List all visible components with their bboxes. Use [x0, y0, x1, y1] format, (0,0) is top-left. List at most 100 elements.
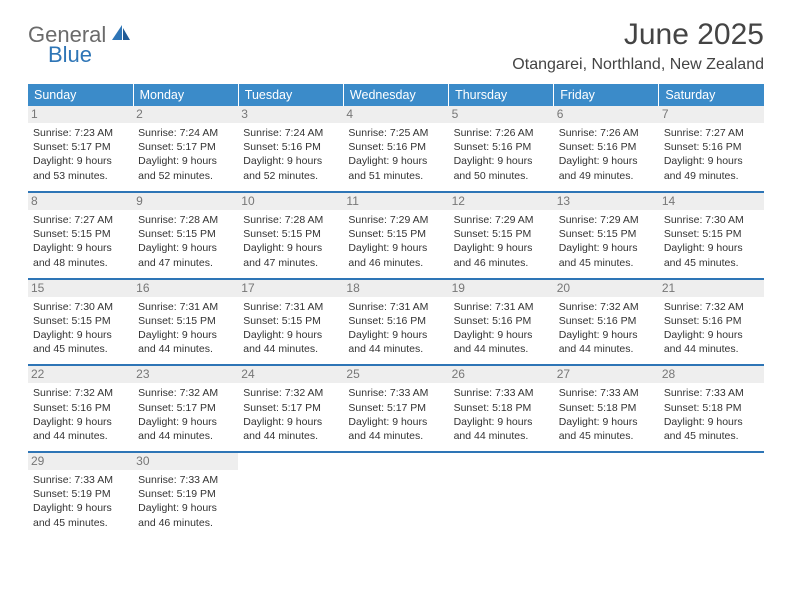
calendar-day-cell [238, 452, 343, 538]
sunrise-text: Sunrise: 7:32 AM [664, 300, 759, 314]
daylight-text: Daylight: 9 hours [559, 415, 654, 429]
sunrise-text: Sunrise: 7:29 AM [559, 213, 654, 227]
daylight-text: and 44 minutes. [454, 342, 549, 356]
daylight-text: and 46 minutes. [138, 516, 233, 530]
calendar-day-cell: 20Sunrise: 7:32 AMSunset: 5:16 PMDayligh… [554, 279, 659, 366]
sunrise-text: Sunrise: 7:33 AM [559, 386, 654, 400]
daylight-text: and 49 minutes. [664, 169, 759, 183]
sunset-text: Sunset: 5:19 PM [138, 487, 233, 501]
daylight-text: Daylight: 9 hours [243, 328, 338, 342]
sunrise-text: Sunrise: 7:32 AM [559, 300, 654, 314]
day-number: 25 [343, 366, 448, 383]
day-number: 6 [554, 106, 659, 123]
daylight-text: Daylight: 9 hours [454, 241, 549, 255]
day-number: 23 [133, 366, 238, 383]
calendar-day-cell: 10Sunrise: 7:28 AMSunset: 5:15 PMDayligh… [238, 192, 343, 279]
daylight-text: and 44 minutes. [348, 429, 443, 443]
day-number: 5 [449, 106, 554, 123]
sunrise-text: Sunrise: 7:33 AM [33, 473, 128, 487]
brand-word-2: Blue [28, 42, 92, 67]
daylight-text: and 44 minutes. [33, 429, 128, 443]
title-block: June 2025 Otangarei, Northland, New Zeal… [512, 18, 764, 74]
calendar-week-row: 8Sunrise: 7:27 AMSunset: 5:15 PMDaylight… [28, 192, 764, 279]
day-number: 9 [133, 193, 238, 210]
calendar-day-cell: 7Sunrise: 7:27 AMSunset: 5:16 PMDaylight… [659, 106, 764, 192]
daylight-text: and 50 minutes. [454, 169, 549, 183]
sunrise-text: Sunrise: 7:27 AM [664, 126, 759, 140]
daylight-text: and 44 minutes. [454, 429, 549, 443]
day-number: 3 [238, 106, 343, 123]
daylight-text: Daylight: 9 hours [138, 415, 233, 429]
daylight-text: and 44 minutes. [348, 342, 443, 356]
sunset-text: Sunset: 5:18 PM [454, 401, 549, 415]
daylight-text: and 53 minutes. [33, 169, 128, 183]
calendar-day-cell: 15Sunrise: 7:30 AMSunset: 5:15 PMDayligh… [28, 279, 133, 366]
sunrise-text: Sunrise: 7:33 AM [454, 386, 549, 400]
calendar-day-cell: 30Sunrise: 7:33 AMSunset: 5:19 PMDayligh… [133, 452, 238, 538]
calendar-day-cell: 13Sunrise: 7:29 AMSunset: 5:15 PMDayligh… [554, 192, 659, 279]
calendar-day-cell: 4Sunrise: 7:25 AMSunset: 5:16 PMDaylight… [343, 106, 448, 192]
calendar-day-cell [449, 452, 554, 538]
sunset-text: Sunset: 5:16 PM [559, 140, 654, 154]
sunset-text: Sunset: 5:15 PM [138, 227, 233, 241]
daylight-text: Daylight: 9 hours [348, 241, 443, 255]
day-number: 21 [659, 280, 764, 297]
daylight-text: Daylight: 9 hours [33, 501, 128, 515]
daylight-text: Daylight: 9 hours [243, 415, 338, 429]
weekday-header-row: Sunday Monday Tuesday Wednesday Thursday… [28, 84, 764, 106]
calendar-day-cell: 29Sunrise: 7:33 AMSunset: 5:19 PMDayligh… [28, 452, 133, 538]
daylight-text: Daylight: 9 hours [348, 415, 443, 429]
calendar-day-cell: 25 Sunrise: 7:33 AMSunset: 5:17 PMDayligh… [343, 365, 448, 452]
day-number: 11 [343, 193, 448, 210]
sunset-text: Sunset: 5:17 PM [348, 401, 443, 415]
day-number: 28 [659, 366, 764, 383]
daylight-text: Daylight: 9 hours [664, 241, 759, 255]
sunset-text: Sunset: 5:15 PM [454, 227, 549, 241]
calendar-day-cell: 2Sunrise: 7:24 AMSunset: 5:17 PMDaylight… [133, 106, 238, 192]
sunrise-text: Sunrise: 7:26 AM [559, 126, 654, 140]
day-number: 20 [554, 280, 659, 297]
calendar-day-cell: 9Sunrise: 7:28 AMSunset: 5:15 PMDaylight… [133, 192, 238, 279]
sunrise-text: Sunrise: 7:24 AM [243, 126, 338, 140]
sunrise-text: Sunrise: 7:31 AM [454, 300, 549, 314]
sunrise-text: Sunrise: 7:31 AM [138, 300, 233, 314]
calendar-day-cell: 6Sunrise: 7:26 AMSunset: 5:16 PMDaylight… [554, 106, 659, 192]
day-number: 14 [659, 193, 764, 210]
day-number: 17 [238, 280, 343, 297]
calendar-week-row: 15Sunrise: 7:30 AMSunset: 5:15 PMDayligh… [28, 279, 764, 366]
day-number: 26 [449, 366, 554, 383]
sunset-text: Sunset: 5:15 PM [348, 227, 443, 241]
daylight-text: Daylight: 9 hours [454, 154, 549, 168]
daylight-text: and 45 minutes. [664, 429, 759, 443]
calendar-day-cell: 17Sunrise: 7:31 AMSunset: 5:15 PMDayligh… [238, 279, 343, 366]
daylight-text: Daylight: 9 hours [33, 415, 128, 429]
sunrise-text: Sunrise: 7:24 AM [138, 126, 233, 140]
daylight-text: Daylight: 9 hours [243, 154, 338, 168]
calendar-day-cell: 27Sunrise: 7:33 AMSunset: 5:18 PMDayligh… [554, 365, 659, 452]
sunrise-text: Sunrise: 7:32 AM [138, 386, 233, 400]
daylight-text: Daylight: 9 hours [664, 415, 759, 429]
sunset-text: Sunset: 5:16 PM [454, 314, 549, 328]
weekday-header: Friday [554, 84, 659, 106]
calendar-day-cell [659, 452, 764, 538]
sunset-text: Sunset: 5:17 PM [138, 140, 233, 154]
day-number: 19 [449, 280, 554, 297]
daylight-text: Daylight: 9 hours [33, 328, 128, 342]
calendar-day-cell: 23Sunrise: 7:32 AMSunset: 5:17 PMDayligh… [133, 365, 238, 452]
daylight-text: Daylight: 9 hours [664, 154, 759, 168]
daylight-text: Daylight: 9 hours [348, 154, 443, 168]
daylight-text: Daylight: 9 hours [138, 154, 233, 168]
calendar-day-cell: 18Sunrise: 7:31 AMSunset: 5:16 PMDayligh… [343, 279, 448, 366]
day-number: 8 [28, 193, 133, 210]
sunrise-text: Sunrise: 7:33 AM [348, 386, 443, 400]
sunset-text: Sunset: 5:15 PM [664, 227, 759, 241]
calendar-table: Sunday Monday Tuesday Wednesday Thursday… [28, 84, 764, 538]
calendar-day-cell [343, 452, 448, 538]
location: Otangarei, Northland, New Zealand [512, 56, 764, 74]
sunset-text: Sunset: 5:19 PM [33, 487, 128, 501]
calendar-page: General June 2025 Otangarei, Northland, … [0, 0, 792, 538]
sunset-text: Sunset: 5:18 PM [664, 401, 759, 415]
day-number: 24 [238, 366, 343, 383]
weekday-header: Wednesday [343, 84, 448, 106]
daylight-text: and 44 minutes. [243, 429, 338, 443]
